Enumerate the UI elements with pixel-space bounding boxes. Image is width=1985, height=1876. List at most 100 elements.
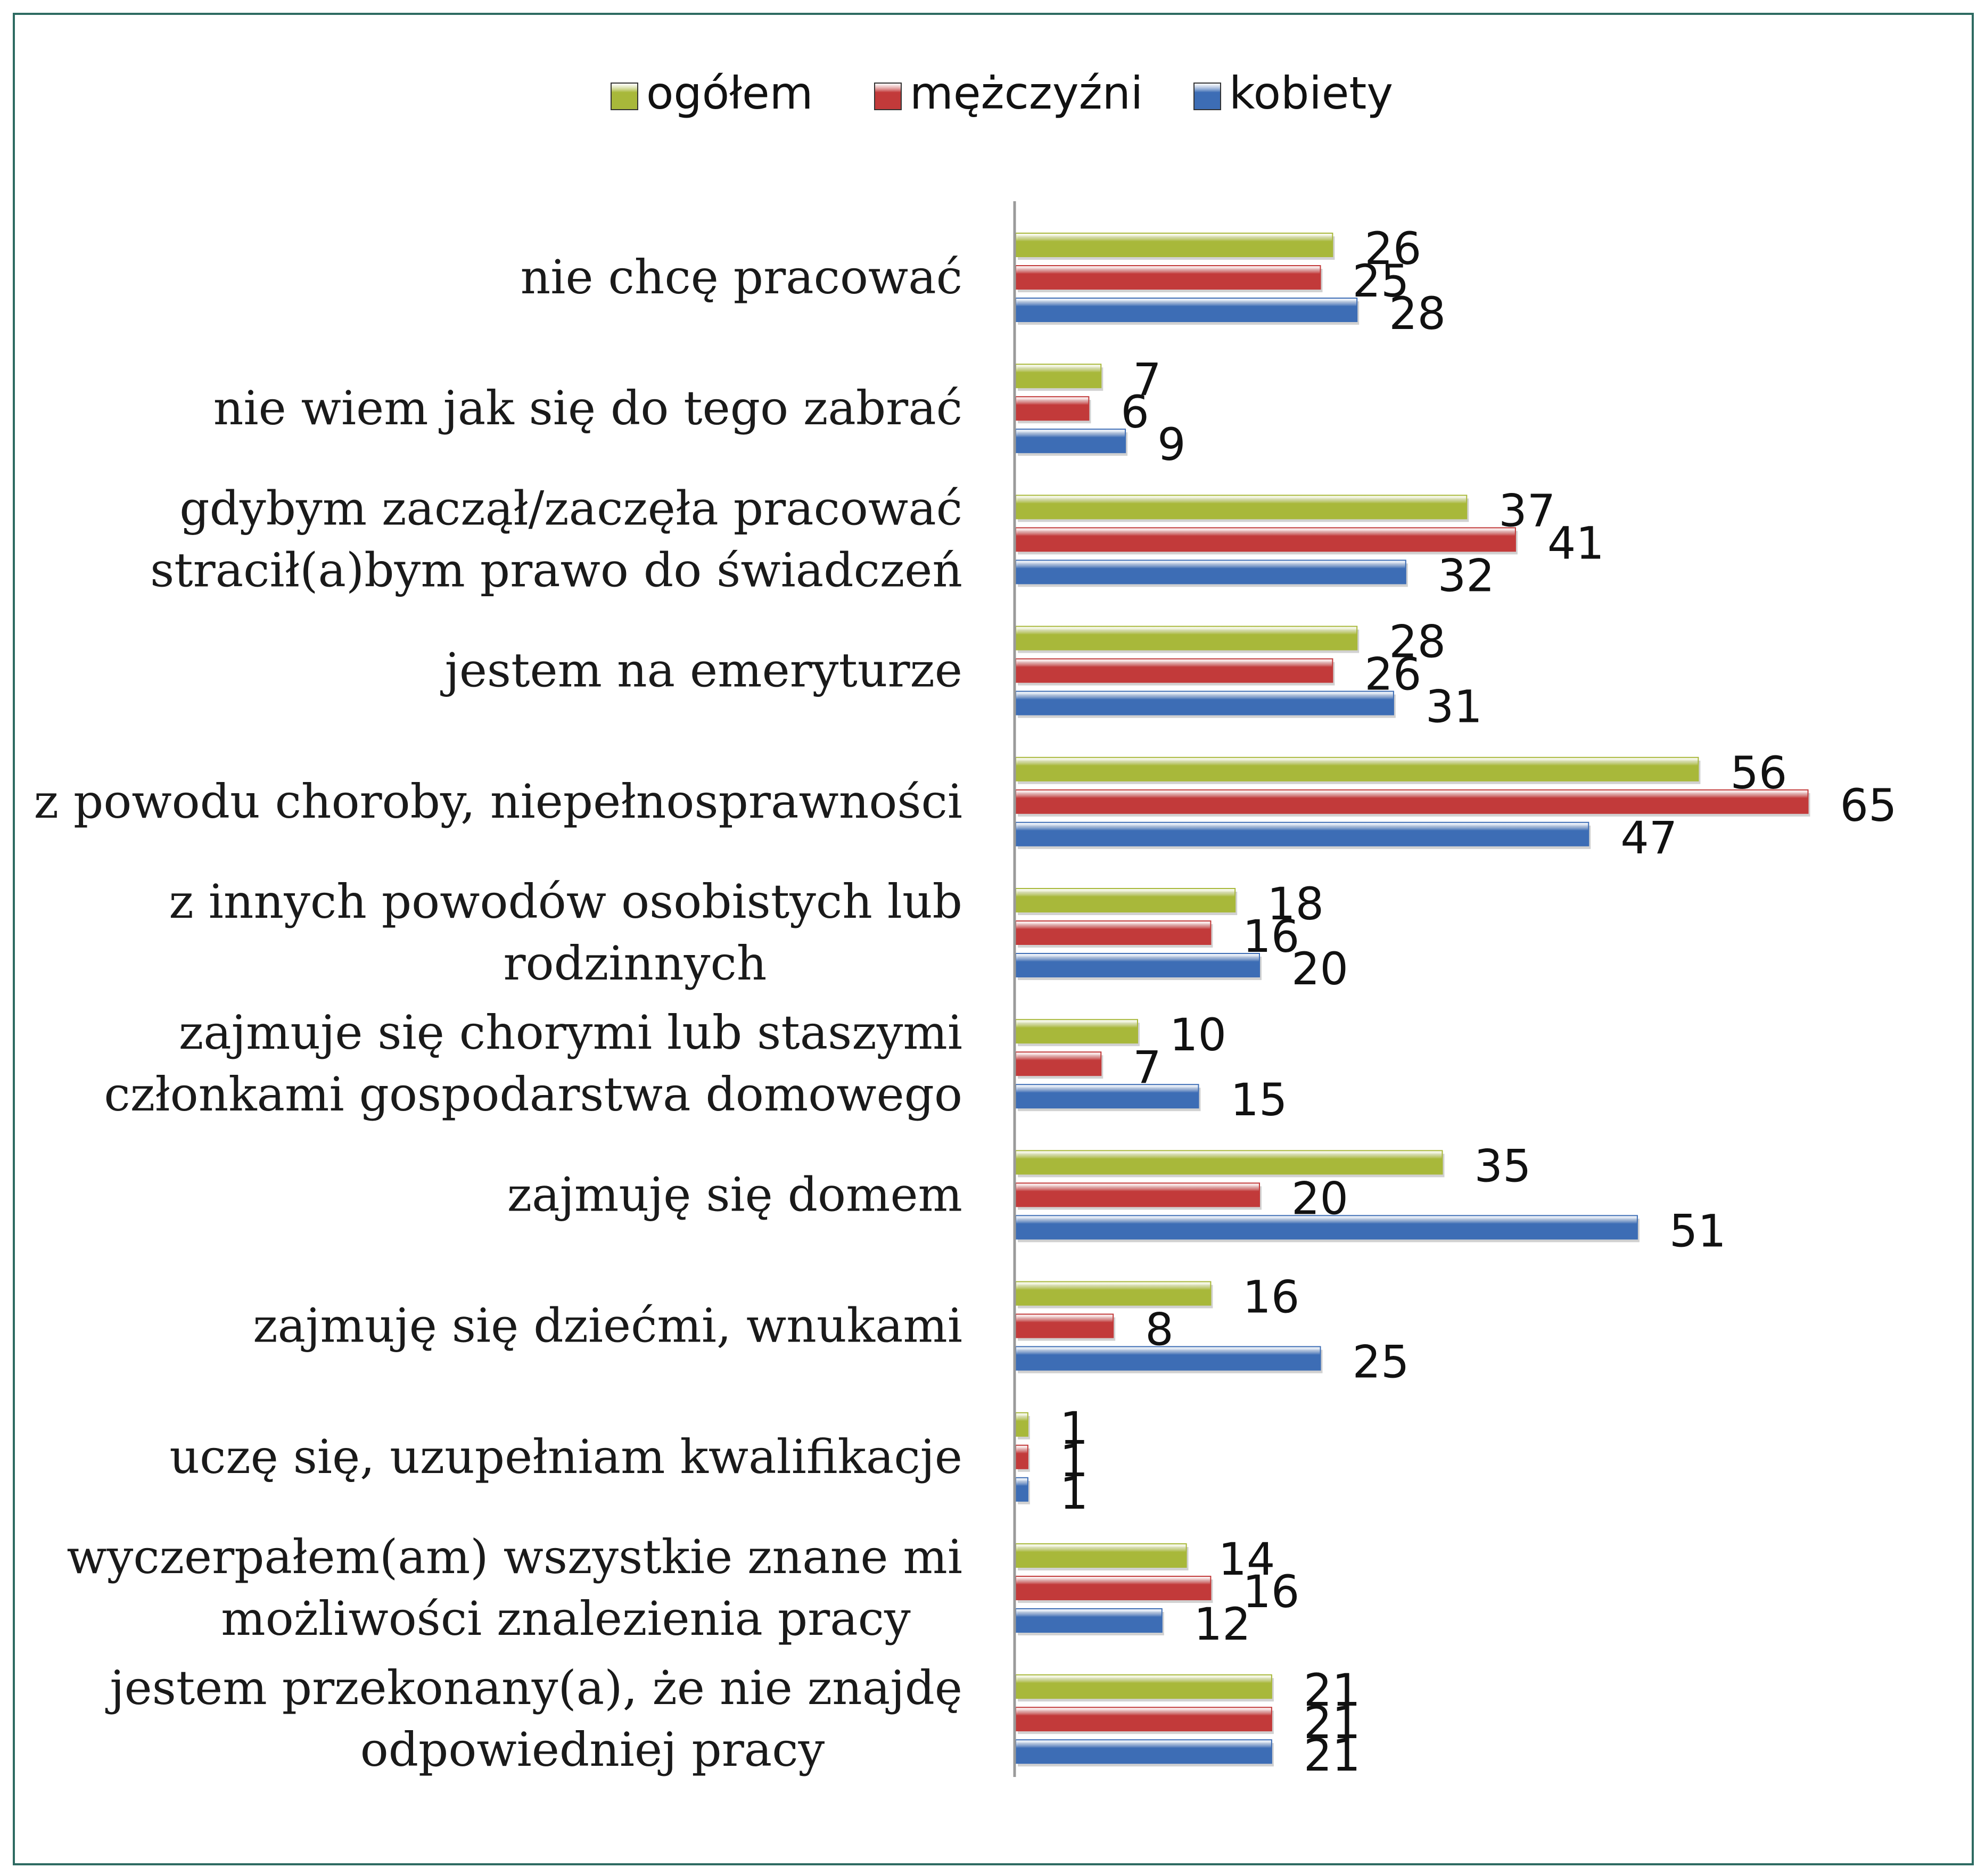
category-label: nie chcę pracować: [521, 250, 962, 305]
bar: [1015, 1674, 1272, 1699]
data-label: 9: [1157, 418, 1185, 471]
data-label: 28: [1389, 287, 1446, 340]
legend-item: ogółem: [611, 67, 813, 119]
bar: [1015, 429, 1126, 454]
category-label: zajmuję się domem: [507, 1167, 962, 1222]
bar: [1015, 1477, 1028, 1502]
bar: [1015, 1707, 1272, 1732]
bar: [1015, 559, 1406, 585]
data-label: 21: [1304, 1697, 1361, 1749]
bar: [1015, 364, 1102, 389]
category-label: rodzinnych: [504, 936, 767, 991]
bar: [1015, 265, 1321, 290]
legend-item: mężczyźni: [874, 67, 1143, 119]
bar: [1015, 527, 1516, 552]
data-label: 12: [1194, 1598, 1251, 1650]
bar: [1015, 821, 1589, 846]
bar: [1015, 1150, 1443, 1175]
data-label: 41: [1547, 517, 1604, 569]
bar: [1015, 626, 1358, 651]
data-label: 51: [1669, 1205, 1726, 1257]
category-label: z powodu choroby, niepełnosprawności: [34, 774, 962, 829]
data-label: 18: [1267, 878, 1324, 930]
data-label: 65: [1840, 779, 1897, 832]
bar: [1015, 690, 1394, 715]
data-label: 21: [1304, 1664, 1361, 1716]
data-label: 1: [1060, 1435, 1088, 1487]
data-label: 1: [1060, 1467, 1088, 1519]
category-label: jestem przekonany(a), że nie znajdę: [105, 1660, 962, 1715]
legend-label: mężczyźni: [910, 67, 1143, 119]
legend-swatch: [874, 83, 902, 110]
bar: [1015, 1313, 1114, 1338]
bar: [1015, 233, 1333, 257]
category-label: możliwości znalezienia pracy: [221, 1591, 911, 1646]
bar: [1015, 1215, 1638, 1240]
bar: [1015, 1543, 1187, 1568]
bar: [1015, 1051, 1102, 1076]
data-label: 32: [1438, 549, 1495, 602]
category-label: członkami gospodarstwa domowego: [104, 1067, 962, 1122]
legend-label: ogółem: [646, 67, 813, 119]
data-label: 26: [1364, 223, 1421, 275]
data-label: 10: [1169, 1009, 1226, 1061]
bar: [1015, 298, 1358, 322]
bar: [1015, 1739, 1272, 1764]
category-label: zajmuję się dziećmi, wnukami: [253, 1298, 962, 1353]
category-label: nie wiem jak się do tego zabrać: [213, 381, 962, 435]
bar: [1015, 396, 1090, 421]
category-label: gdybym zaczął/zaczęła pracować: [179, 481, 962, 536]
data-label: 1: [1060, 1402, 1088, 1454]
bar: [1015, 658, 1333, 683]
category-label: zajmuje się chorymi lub staszymi: [179, 1005, 962, 1060]
data-label: 15: [1231, 1074, 1288, 1126]
data-label: 31: [1426, 681, 1482, 733]
chart-frame: ogółem mężczyźni kobiety 26 25 28 nie chcę pra…: [13, 13, 1974, 1865]
legend-item: kobiety: [1193, 67, 1393, 119]
category-label: uczę się, uzupełniam kwalifikacje: [169, 1429, 962, 1484]
data-label: 20: [1291, 943, 1348, 995]
category-label: jestem na emeryturze: [440, 643, 962, 698]
category-label: wyczerpałem(am) wszystkie znane mi: [67, 1529, 962, 1584]
bar: [1015, 1084, 1199, 1109]
bar: [1015, 1444, 1028, 1469]
bar: [1015, 1281, 1212, 1306]
bar: [1015, 1019, 1138, 1044]
legend-label: kobiety: [1229, 67, 1393, 119]
bar: [1015, 1182, 1260, 1207]
data-label: 16: [1242, 1566, 1299, 1618]
data-label: 16: [1242, 1271, 1299, 1323]
bar: [1015, 1576, 1212, 1600]
bar: [1015, 495, 1468, 520]
legend-swatch: [611, 83, 638, 110]
data-label: 35: [1475, 1140, 1531, 1192]
legend-swatch: [1193, 83, 1221, 110]
bar: [1015, 789, 1809, 814]
data-label: 25: [1353, 1336, 1410, 1388]
bar: [1015, 1412, 1028, 1437]
bar: [1015, 1346, 1321, 1371]
data-label: 25: [1353, 255, 1410, 307]
data-label: 21: [1304, 1729, 1361, 1781]
data-label: 7: [1133, 353, 1161, 406]
bar: [1015, 888, 1236, 912]
bar: [1015, 920, 1212, 945]
bar: [1015, 756, 1699, 781]
category-label: stracił(a)bym prawo do świadczeń: [150, 542, 962, 597]
data-label: 14: [1218, 1533, 1275, 1585]
legend: ogółem mężczyźni kobiety: [611, 67, 1393, 119]
category-label: z innych powodów osobistych lub: [169, 874, 962, 929]
